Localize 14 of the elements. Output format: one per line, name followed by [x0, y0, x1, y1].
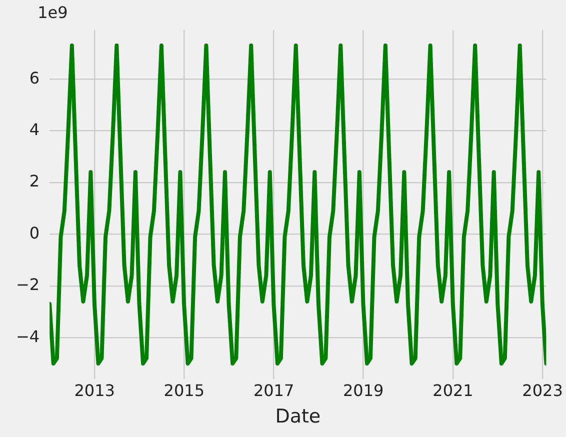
y-tick-label: 4: [29, 120, 40, 139]
x-tick-label: 2015: [164, 380, 204, 400]
x-axis-title: Date: [275, 406, 321, 428]
x-tick-label: 2013: [74, 380, 115, 400]
x-tick-label: 2019: [342, 380, 384, 400]
x-tick-label: 2017: [253, 380, 294, 400]
y-tick-label: −4: [16, 326, 40, 346]
y-tick-label: −2: [16, 275, 40, 294]
text: 1e9: [38, 3, 68, 22]
y-tick-label: 0: [29, 223, 40, 242]
y-tick-label: 6: [29, 68, 40, 88]
y-tick-label: 2: [29, 172, 40, 191]
x-tick-label: 2023: [522, 380, 563, 400]
x-tick-label: 2021: [432, 380, 474, 400]
